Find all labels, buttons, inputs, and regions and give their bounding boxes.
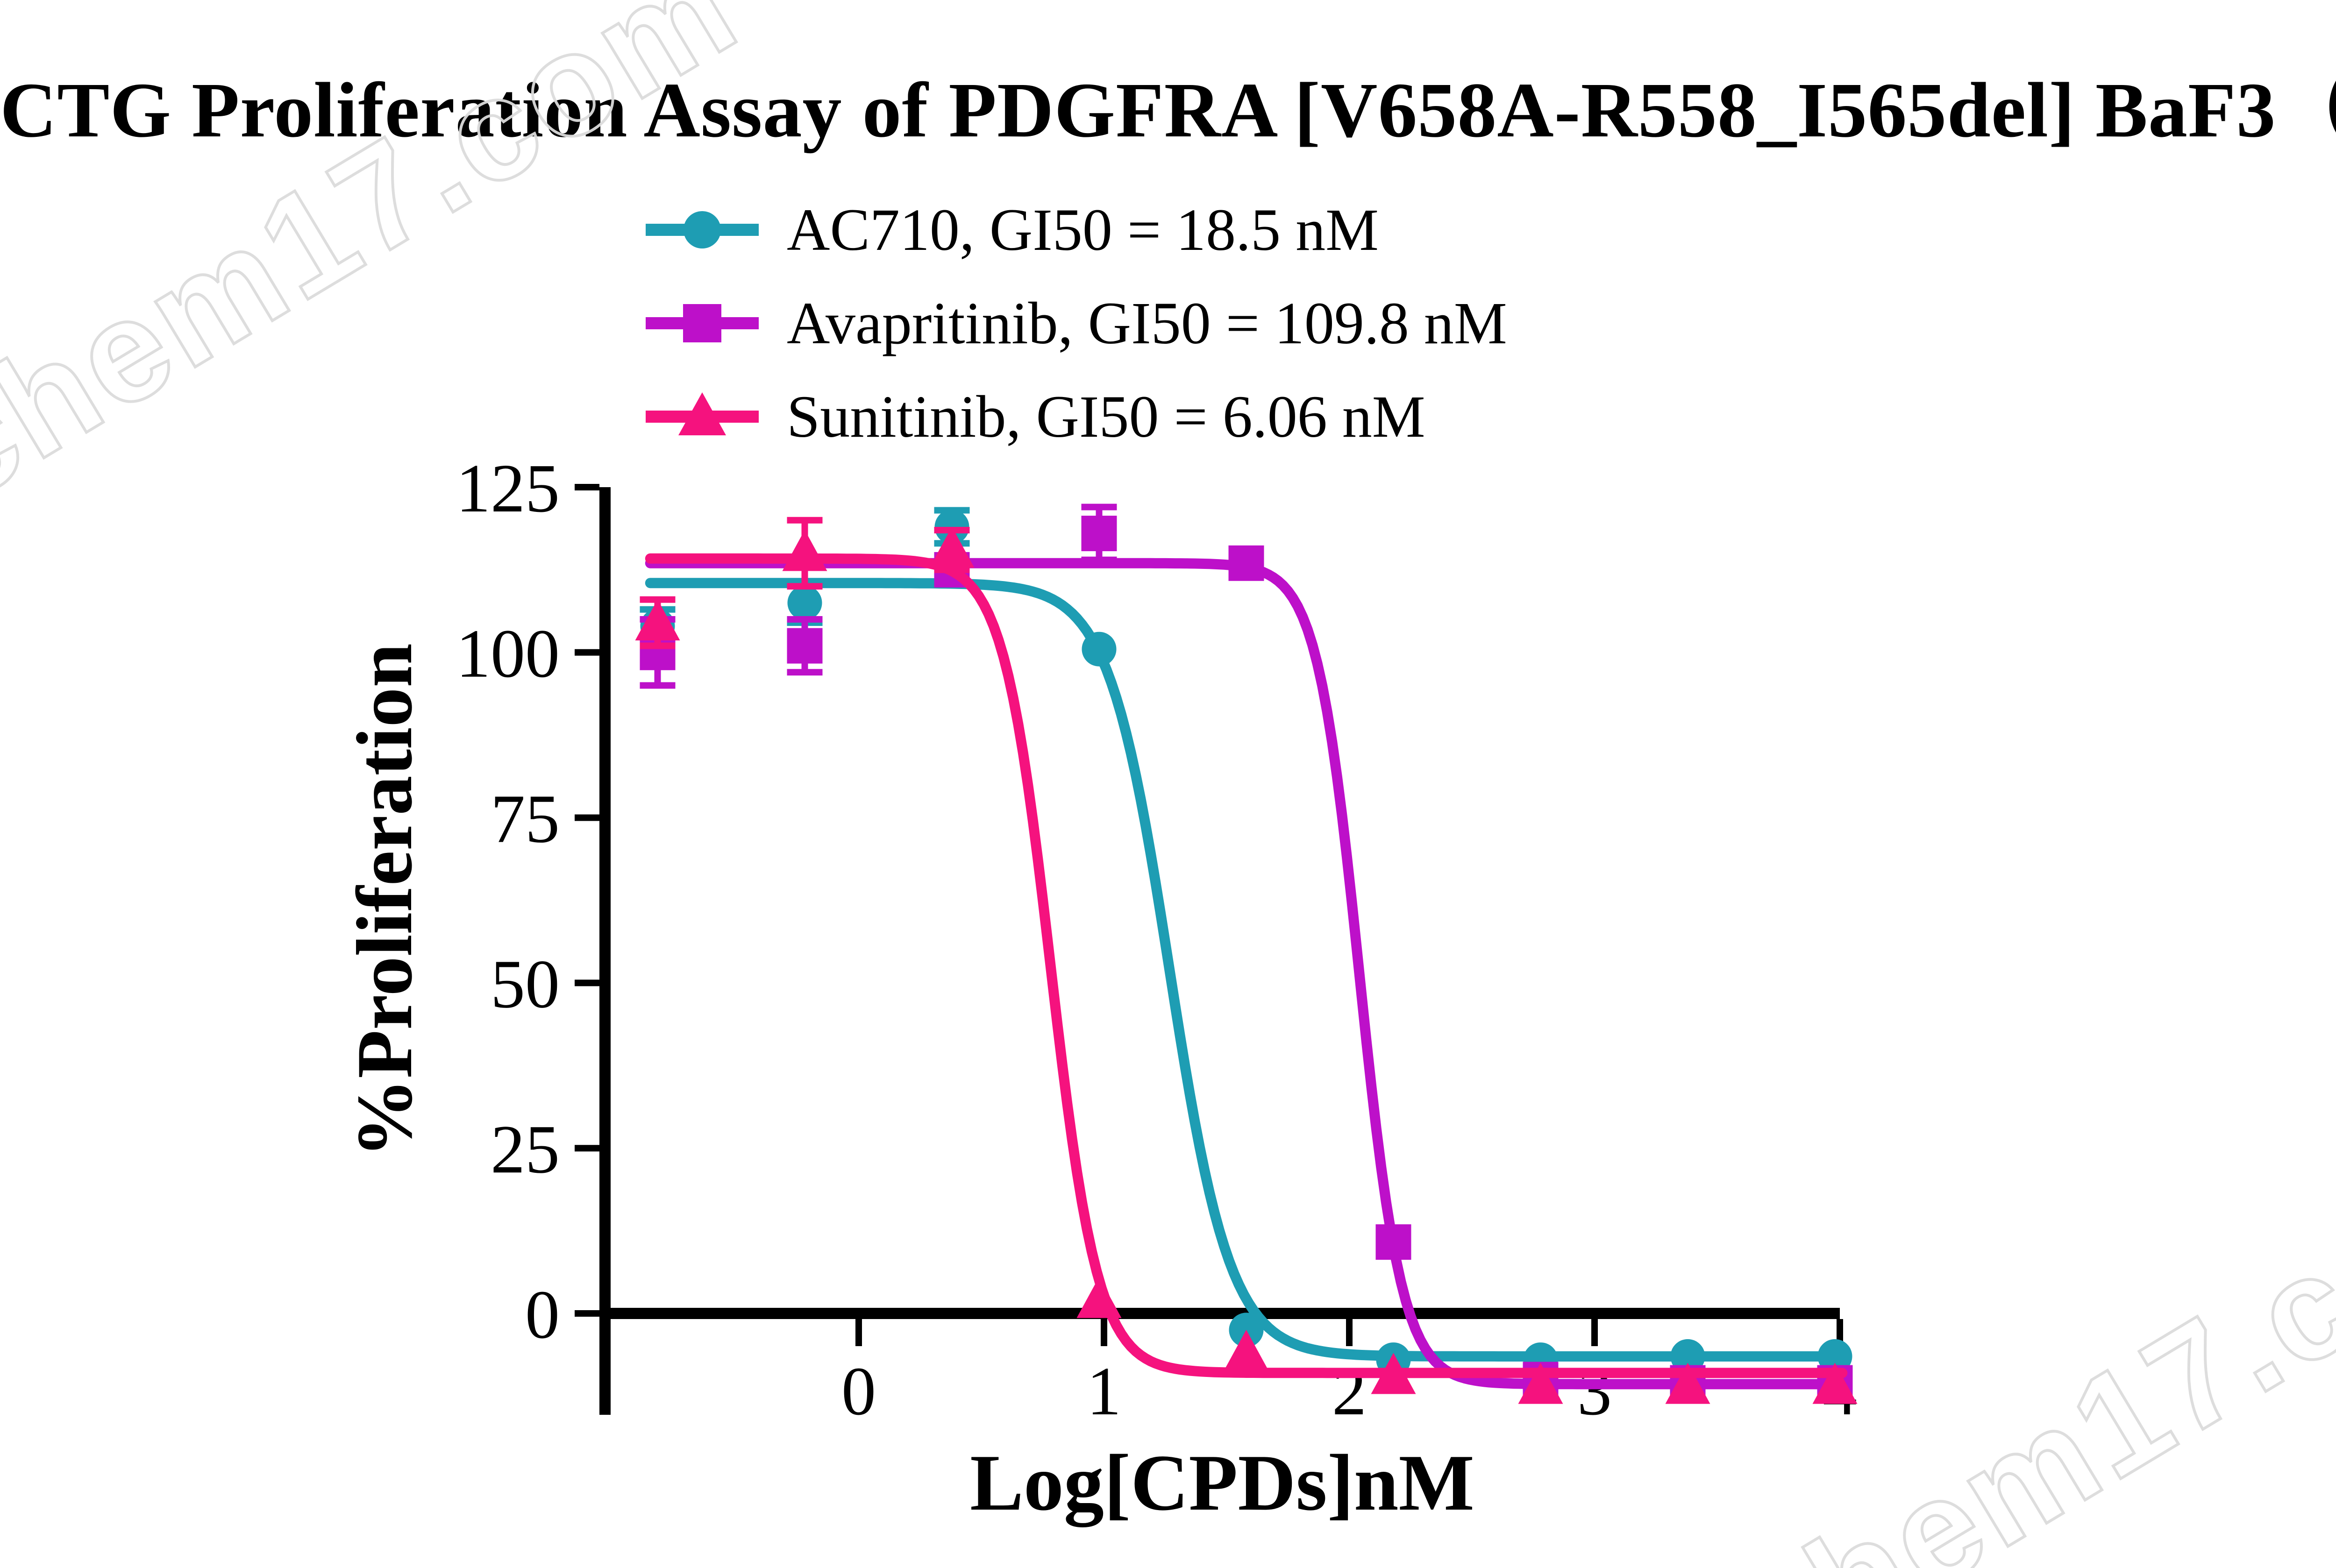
y-axis-title: %Proliferation — [341, 643, 428, 1158]
y-tick-label: 0 — [525, 1277, 560, 1353]
data-point-square — [640, 634, 676, 670]
data-point-triangle — [1665, 1362, 1710, 1404]
data-point-circle — [1670, 1339, 1705, 1374]
y-tick-label: 50 — [491, 946, 560, 1022]
legend-marker-shape — [678, 392, 726, 435]
fit-curve — [645, 578, 1848, 1362]
fit-curve — [645, 553, 1848, 1378]
x-tick-label: 4 — [1823, 1353, 1857, 1430]
data-point-triangle — [1371, 1353, 1416, 1394]
y-tick-label: 75 — [491, 781, 560, 858]
data-point-square — [1817, 1365, 1853, 1401]
x-tick-label: 1 — [1087, 1353, 1121, 1430]
legend-marker-shape — [684, 211, 721, 248]
data-point-square — [787, 628, 823, 664]
legend-label: Sunitinib, GI50 = 6.06 nM — [787, 383, 1425, 450]
data-point-circle — [1082, 631, 1117, 667]
fit-curve — [645, 558, 1848, 1390]
circle-marker-icon — [646, 211, 759, 248]
triangle-marker-icon — [646, 392, 759, 435]
data-point-square — [934, 552, 970, 588]
y-tick-label: 100 — [456, 616, 560, 692]
data-point-square — [1081, 516, 1117, 552]
data-point-triangle — [1812, 1362, 1858, 1404]
data-point-triangle — [929, 526, 975, 568]
square-marker-icon — [646, 304, 759, 342]
series-Sunitinib — [635, 517, 1858, 1404]
data-point-triangle — [1076, 1277, 1122, 1318]
data-point-circle — [1376, 1342, 1411, 1377]
watermark-bottom-right: chem17.com — [1708, 1102, 2336, 1568]
data-point-square — [1375, 1224, 1411, 1260]
data-point-triangle — [635, 599, 680, 641]
series-AC710 — [640, 507, 1852, 1377]
legend-marker-shape — [683, 304, 721, 342]
data-point-circle — [1229, 1313, 1264, 1348]
data-point-circle — [934, 509, 969, 544]
data-point-circle — [787, 585, 822, 620]
legend: AC710, GI50 = 18.5 nM Avapritinib, GI50 =… — [644, 183, 1507, 463]
data-point-circle — [1523, 1342, 1558, 1377]
data-point-square — [1670, 1365, 1706, 1401]
series-Avapritinib — [640, 504, 1853, 1401]
legend-label: AC710, GI50 = 18.5 nM — [787, 196, 1379, 263]
chart-title: CTG Proliferation Assay of PDGFRA [V658A… — [0, 67, 2336, 154]
x-tick-label: 3 — [1577, 1353, 1612, 1430]
axes: 0 25 50 75 100 125 0 1 2 3 4 %Proliferation Log[CPDs… — [341, 450, 1857, 1527]
x-tick-label: 2 — [1332, 1353, 1367, 1430]
data-point-circle — [640, 609, 675, 644]
x-tick-label: 0 — [841, 1353, 876, 1430]
data-point-square — [1228, 545, 1264, 581]
data-point-triangle — [782, 530, 827, 571]
data-point-triangle — [1518, 1362, 1563, 1404]
legend-item-avapritinib: Avapritinib, GI50 = 109.8 nM — [644, 277, 1507, 370]
legend-item-sunitinib: Sunitinib, GI50 = 6.06 nM — [644, 370, 1507, 463]
y-tick-label: 125 — [456, 450, 560, 527]
legend-label: Avapritinib, GI50 = 109.8 nM — [787, 290, 1507, 356]
y-tick-label: 25 — [491, 1111, 560, 1188]
data-point-circle — [1817, 1339, 1852, 1374]
x-axis-title: Log[CPDs]nM — [970, 1439, 1474, 1527]
legend-item-ac710: AC710, GI50 = 18.5 nM — [644, 183, 1507, 277]
data-point-triangle — [1224, 1329, 1269, 1371]
data-point-square — [1523, 1362, 1559, 1398]
